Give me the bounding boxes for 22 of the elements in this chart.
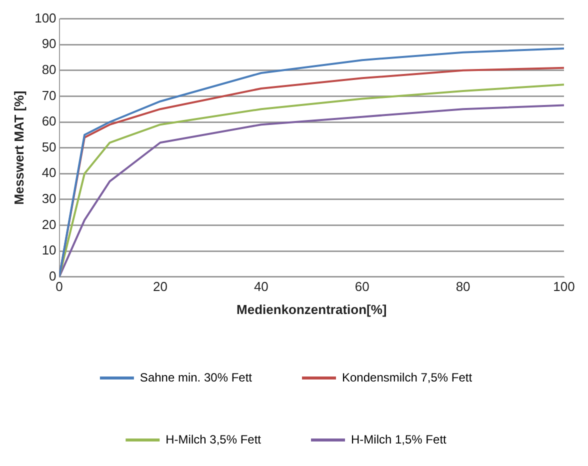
y-tick-label: 100	[34, 10, 56, 26]
legend-label: H-Milch 1,5% Fett	[351, 432, 448, 446]
y-tick-label: 20	[42, 216, 56, 232]
y-tick-label: 0	[49, 268, 56, 284]
y-tick-label: 90	[42, 36, 56, 52]
y-tick-label: 60	[42, 114, 56, 129]
y-tick-label: 40	[42, 165, 56, 180]
y-tick-label: 50	[42, 139, 56, 154]
x-tick-label: 100	[553, 279, 575, 294]
x-tick-label: 40	[254, 279, 268, 294]
x-tick-label: 80	[456, 279, 470, 294]
legend-label: Sahne min. 30% Fett	[140, 370, 253, 384]
y-axis-title: Messwert MAT [%]	[11, 90, 26, 205]
legend-label: H-Milch 3,5% Fett	[166, 432, 262, 446]
legend-label: Kondensmilch 7,5% Fett	[342, 370, 473, 384]
x-tick-label: 60	[354, 279, 370, 294]
x-tick-label: 20	[153, 279, 168, 294]
y-tick-label: 80	[42, 62, 56, 77]
y-tick-label: 30	[42, 190, 56, 206]
y-tick-label: 10	[42, 242, 56, 258]
y-tick-label: 70	[42, 88, 56, 103]
x-axis-title: Medienkonzentration[%]	[236, 302, 387, 317]
